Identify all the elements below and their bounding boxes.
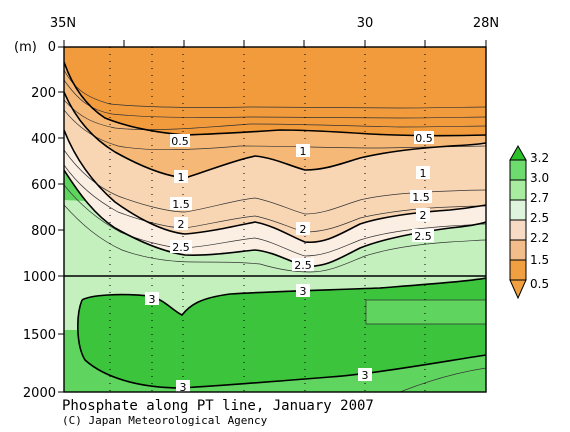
contour-label-2-5-c: 2.5 bbox=[414, 230, 432, 243]
y-tick-1000: 1000 bbox=[23, 270, 56, 285]
top-label-30: 30 bbox=[357, 16, 374, 31]
colorbar-label-3-2: 3.2 bbox=[530, 151, 549, 165]
contour-label-2-5-b: 2.5 bbox=[294, 259, 312, 272]
contour-label-1-5-a: 1.5 bbox=[172, 198, 190, 211]
contour-label-0-5-b: 0.5 bbox=[415, 132, 433, 145]
colorbar: 3.2 3.0 2.7 2.5 2.2 1.5 0.5 bbox=[509, 144, 549, 300]
contour-label-3-d: 3 bbox=[180, 381, 187, 394]
colorbar-label-2-5: 2.5 bbox=[530, 211, 549, 225]
chart-credit: (C) Japan Meteorological Agency bbox=[62, 414, 268, 427]
colorbar-seg-5 bbox=[509, 259, 527, 281]
contour-label-3-c: 3 bbox=[362, 369, 369, 382]
region-core-notch bbox=[366, 300, 486, 324]
y-tick-0: 0 bbox=[48, 40, 56, 55]
colorbar-top-triangle bbox=[509, 144, 527, 161]
y-tick-800: 800 bbox=[31, 224, 56, 239]
y-tick-600: 600 bbox=[31, 178, 56, 193]
colorbar-bottom-triangle bbox=[509, 279, 527, 300]
contour-label-1-b: 1 bbox=[178, 171, 185, 184]
contour-label-2-b: 2 bbox=[300, 223, 307, 236]
contour-1 bbox=[64, 91, 486, 179]
contour-label-1-a: 1 bbox=[300, 145, 307, 158]
colorbar-label-2-2: 2.2 bbox=[530, 231, 549, 245]
chart-title: Phosphate along PT line, January 2007 bbox=[62, 398, 374, 414]
contour-label-2-5-a: 2.5 bbox=[172, 241, 190, 254]
y-axis: (m) 0 200 400 600 800 1000 1500 2000 bbox=[14, 40, 64, 401]
notch-lines bbox=[365, 299, 486, 392]
contour-2 bbox=[64, 169, 486, 268]
contour-label-2-a: 2 bbox=[178, 218, 185, 231]
contour-label-2-c: 2 bbox=[420, 209, 427, 222]
colorbar-label-2-7: 2.7 bbox=[530, 191, 549, 205]
plot-area: 0.5 0.5 1 1 1 1.5 1.5 2 2 2 2.5 2.5 2.5 bbox=[64, 47, 486, 394]
colorbar-label-3-0: 3.0 bbox=[530, 171, 549, 185]
colorbar-seg-2 bbox=[509, 199, 527, 221]
top-ticks bbox=[63, 40, 487, 47]
colorbar-label-1-5: 1.5 bbox=[530, 253, 549, 267]
contour-label-1-5-b: 1.5 bbox=[412, 191, 430, 204]
y-tick-400: 400 bbox=[31, 132, 56, 147]
colorbar-seg-1 bbox=[509, 179, 527, 201]
top-label-35n: 35N bbox=[50, 16, 76, 31]
contour-label-group: 0.5 0.5 1 1 1 1.5 1.5 2 2 2 2.5 2.5 2.5 bbox=[145, 131, 434, 394]
contour-1-5 bbox=[64, 129, 486, 244]
colorbar-label-0-5: 0.5 bbox=[530, 277, 549, 291]
colorbar-seg-3 bbox=[509, 219, 527, 241]
colorbar-seg-0 bbox=[509, 159, 527, 181]
colorbar-seg-4 bbox=[509, 239, 527, 261]
station-lines bbox=[109, 47, 426, 392]
y-tick-1500: 1500 bbox=[23, 328, 56, 343]
contour-0-5 bbox=[64, 61, 486, 137]
thick-contours bbox=[64, 61, 486, 389]
region-deep-orange bbox=[64, 47, 486, 136]
contour-label-3-a: 3 bbox=[149, 293, 156, 306]
contour-label-1-c: 1 bbox=[420, 167, 427, 180]
contour-label-3-b: 3 bbox=[300, 285, 307, 298]
y-axis-label: (m) bbox=[14, 40, 37, 55]
y-tick-2000: 2000 bbox=[23, 386, 56, 401]
contour-label-0-5-a: 0.5 bbox=[171, 135, 189, 148]
thin-contours bbox=[64, 69, 486, 273]
plot-frame bbox=[63, 46, 487, 393]
y-tick-200: 200 bbox=[31, 86, 56, 101]
top-label-28n: 28N bbox=[473, 16, 499, 31]
